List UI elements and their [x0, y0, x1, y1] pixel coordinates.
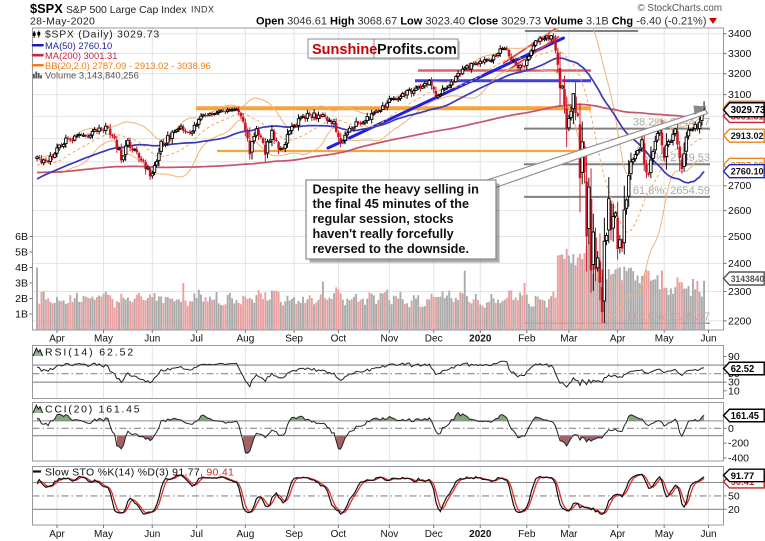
svg-text:6B: 6B [15, 231, 28, 243]
svg-text:Jun: Jun [144, 334, 160, 345]
svg-text:2500: 2500 [728, 231, 752, 243]
svg-text:Despite the heavy selling in: Despite the heavy selling in [313, 182, 479, 196]
svg-text:2020: 2020 [469, 334, 492, 345]
svg-text:Jun: Jun [144, 529, 160, 540]
svg-text:50: 50 [728, 490, 740, 502]
svg-text:20: 20 [728, 504, 740, 516]
svg-text:S&P 500 Large Cap Index: S&P 500 Large Cap Index [66, 5, 187, 16]
svg-text:2B: 2B [15, 293, 28, 305]
svg-text:1B: 1B [15, 309, 28, 321]
svg-text:30: 30 [728, 377, 740, 389]
svg-text:Nov: Nov [381, 529, 399, 540]
svg-text:Mar: Mar [560, 529, 578, 540]
svg-text:62.52: 62.52 [731, 363, 755, 375]
svg-text:Nov: Nov [381, 334, 399, 345]
svg-text:May: May [655, 334, 674, 345]
svg-text:0: 0 [728, 423, 734, 435]
svg-text:2913.02: 2913.02 [731, 131, 764, 142]
svg-text:$SPX: $SPX [30, 1, 63, 16]
svg-text:5B: 5B [15, 247, 28, 259]
svg-text:-200: -200 [728, 438, 749, 450]
svg-text:Apr: Apr [49, 334, 65, 345]
svg-text:reversed to the downside.: reversed to the downside. [313, 242, 470, 256]
svg-text:Profits.com: Profits.com [377, 42, 457, 58]
svg-text:10: 10 [728, 385, 740, 397]
svg-text:3143840256: 3143840256 [731, 274, 765, 284]
svg-text:CCI(20) 161.45: CCI(20) 161.45 [45, 404, 141, 416]
svg-text:2200: 2200 [728, 315, 752, 327]
svg-text:Aug: Aug [237, 334, 255, 345]
svg-text:50%: 2789.53: 50%: 2789.53 [642, 152, 710, 164]
svg-text:Sep: Sep [285, 334, 303, 345]
svg-text:4B: 4B [15, 262, 28, 274]
svg-text:3400: 3400 [728, 28, 752, 40]
svg-text:Volume 3,143,840,256: Volume 3,143,840,256 [45, 69, 139, 80]
svg-text:MA(200) 3001.31: MA(200) 3001.31 [45, 50, 117, 61]
svg-text:Apr: Apr [49, 529, 65, 540]
svg-text:© StockCharts.com: © StockCharts.com [637, 3, 722, 14]
svg-text:Jul: Jul [190, 529, 203, 540]
svg-text:28-May-2020: 28-May-2020 [30, 16, 95, 28]
svg-text:161.45: 161.45 [731, 410, 759, 422]
svg-text:2760.10: 2760.10 [731, 167, 764, 178]
svg-text:the final 45 minutes of the: the final 45 minutes of the [313, 197, 470, 211]
svg-text:regular session, stocks: regular session, stocks [313, 212, 454, 226]
svg-text:haven't really forcefully: haven't really forcefully [313, 227, 454, 241]
svg-text:RSI(14) 62.52: RSI(14) 62.52 [45, 347, 135, 359]
svg-text:3100: 3100 [728, 89, 752, 101]
svg-text:Open 3046.61 High 3068.67 Low: Open 3046.61 High 3068.67 Low 3023.40 Cl… [256, 16, 707, 28]
svg-text:3B: 3B [15, 278, 28, 290]
svg-text:May: May [94, 529, 113, 540]
svg-text:MA(50) 2760.10: MA(50) 2760.10 [45, 40, 112, 51]
svg-text:Apr: Apr [610, 334, 626, 345]
svg-text:Aug: Aug [237, 529, 255, 540]
svg-text:Jun: Jun [700, 529, 716, 540]
svg-text:Oct: Oct [331, 529, 347, 540]
svg-text:Dec: Dec [425, 334, 443, 345]
svg-text:Jun: Jun [700, 334, 716, 345]
svg-text:May: May [655, 529, 674, 540]
svg-text:3029.73: 3029.73 [731, 105, 765, 116]
svg-text:May: May [94, 334, 113, 345]
svg-text:3200: 3200 [728, 68, 752, 80]
svg-text:2300: 2300 [728, 286, 752, 298]
svg-text:Sunshine: Sunshine [312, 42, 377, 58]
svg-text:Oct: Oct [331, 334, 347, 345]
svg-text:2700: 2700 [728, 180, 752, 192]
svg-text:2600: 2600 [728, 205, 752, 217]
svg-text:2400: 2400 [728, 258, 752, 270]
svg-text:Feb: Feb [518, 334, 536, 345]
svg-text:100.0%: 2185.97: 100.0%: 2185.97 [627, 311, 710, 323]
svg-text:BB(20,2.0) 2787.09 - 2913.02 -: BB(20,2.0) 2787.09 - 2913.02 - 3038.96 [45, 60, 211, 71]
svg-text:91.77: 91.77 [731, 471, 755, 482]
svg-text:-400: -400 [728, 453, 749, 465]
svg-text:61.8%: 2654.59: 61.8%: 2654.59 [633, 185, 710, 197]
svg-text:Feb: Feb [518, 529, 536, 540]
svg-text:Mar: Mar [560, 334, 578, 345]
svg-text:Slow STO %K(14) %D(3) 91.77, 9: Slow STO %K(14) %D(3) 91.77, 90.41 [45, 467, 234, 479]
svg-text:3300: 3300 [728, 48, 752, 60]
svg-text:Apr: Apr [610, 529, 626, 540]
svg-text:$SPX (Daily) 3029.73: $SPX (Daily) 3029.73 [45, 30, 160, 41]
svg-text:INDX: INDX [191, 5, 215, 15]
svg-text:90.41: 90.41 [731, 477, 755, 488]
svg-text:Dec: Dec [425, 529, 443, 540]
svg-text:Jul: Jul [190, 334, 203, 345]
svg-text:2020: 2020 [469, 529, 492, 540]
svg-text:Sep: Sep [285, 529, 303, 540]
svg-text:90: 90 [728, 351, 740, 363]
